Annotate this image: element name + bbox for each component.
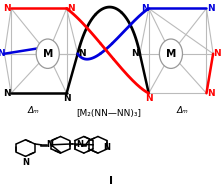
Text: N: N	[3, 89, 11, 98]
Text: M: M	[166, 49, 176, 59]
Text: Δₘ: Δₘ	[176, 106, 188, 115]
Text: N: N	[207, 89, 214, 98]
Text: N: N	[0, 49, 4, 58]
Text: N: N	[67, 4, 74, 13]
Text: N: N	[78, 49, 86, 58]
Text: N: N	[76, 140, 83, 149]
Text: N: N	[46, 140, 53, 149]
Circle shape	[36, 39, 59, 68]
Text: I: I	[109, 176, 113, 186]
Text: N: N	[141, 4, 149, 13]
Text: M: M	[43, 49, 53, 59]
Text: N: N	[207, 4, 214, 13]
Text: N: N	[22, 158, 29, 168]
Circle shape	[159, 39, 182, 68]
Text: [M₂(NN—NN)₃]: [M₂(NN—NN)₃]	[77, 109, 142, 118]
Text: N: N	[132, 49, 139, 58]
Text: N: N	[145, 94, 153, 103]
Text: N: N	[3, 4, 11, 13]
Text: N: N	[213, 49, 221, 58]
Text: Δₘ: Δₘ	[28, 106, 39, 115]
Text: N: N	[63, 94, 70, 103]
Text: N: N	[104, 143, 111, 152]
